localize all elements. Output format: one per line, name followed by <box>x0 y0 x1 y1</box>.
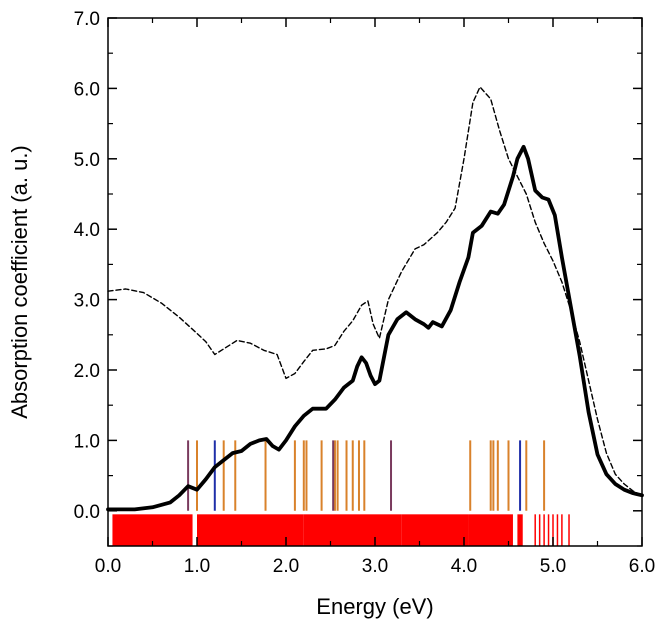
y-tick-label-3: 3.0 <box>74 291 100 312</box>
short-transition-band-0 <box>112 514 193 546</box>
x-tick-label-3: 3.0 <box>362 556 388 577</box>
dashed-series-line <box>107 86 643 496</box>
x-axis-title: Energy (eV) <box>316 594 433 619</box>
short-transition-band-4 <box>468 514 513 546</box>
x-tick-label-5: 5.0 <box>540 556 566 577</box>
transition-lines <box>112 440 570 546</box>
short-transition-band-5 <box>517 514 523 546</box>
y-axis-title: Absorption coefficient (a. u.) <box>7 145 32 419</box>
x-tick-label-6: 6.0 <box>629 556 655 577</box>
x-tick-label-1: 1.0 <box>184 556 210 577</box>
y-tick-label-5: 5.0 <box>74 150 100 171</box>
y-tick-label-1: 1.0 <box>74 431 100 452</box>
y-tick-label-4: 4.0 <box>74 220 100 241</box>
axis-ticks: 0.0 1.0 2.0 3.0 4.0 5.0 6.0 0.0 1.0 2.0 3.0 4.0 5.0 6… <box>74 9 656 577</box>
short-transition-band-1 <box>197 514 304 546</box>
y-tick-label-7: 7.0 <box>74 9 100 30</box>
series-lines <box>106 86 644 512</box>
x-tick-label-4: 4.0 <box>451 556 477 577</box>
y-tick-label-6: 6.0 <box>74 79 100 100</box>
y-tick-label-0: 0.0 <box>74 502 100 523</box>
short-transition-band-3 <box>401 514 469 546</box>
short-transition-band-2 <box>303 514 402 546</box>
x-tick-label-2: 2.0 <box>273 556 299 577</box>
x-tick-label-0: 0.0 <box>95 556 121 577</box>
solid-series-line <box>106 144 644 512</box>
y-tick-label-2: 2.0 <box>74 361 100 382</box>
